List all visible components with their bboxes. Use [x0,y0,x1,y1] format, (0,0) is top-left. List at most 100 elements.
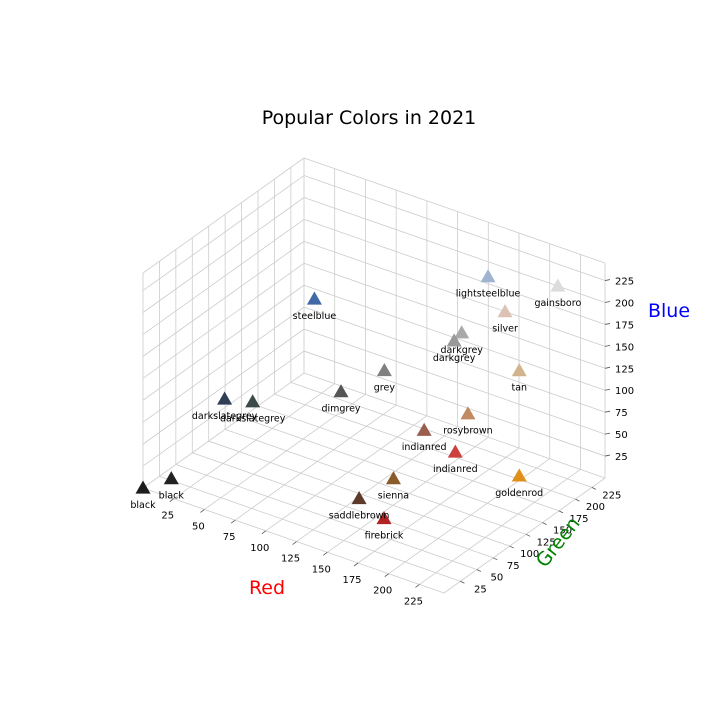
point-label-darkgrey: darkgrey [433,353,476,364]
tick-mark [415,584,420,588]
tick-mark [542,522,547,525]
data-point-darkslategrey [245,394,261,408]
data-point-dimgrey [333,384,349,398]
data-point-silver [497,304,513,318]
point-label-goldenrod: goldenrod [495,488,543,499]
y-tick-label: 75 [507,561,520,572]
y-tick-label: 100 [520,549,539,560]
data-point-black [163,471,179,485]
y-tick-label: 25 [474,584,487,595]
tick-mark [604,344,611,347]
pane-edge [303,157,606,264]
y-gridline [225,428,527,535]
data-point-black [135,480,151,494]
z-gridline [303,175,606,281]
tick-mark [604,323,611,325]
y-gridline [241,417,543,523]
tick-mark [323,551,328,556]
point-label-darkgrey: darkgrey [440,345,483,356]
data-point-steelblue [306,291,322,305]
data-point-gainsboro [550,278,566,292]
z-gridline [142,241,305,357]
x-gridline [173,383,335,500]
z-gridline [303,328,606,435]
data-point-sienna [385,471,401,485]
z-gridline [303,306,606,413]
grid-layer [142,157,606,594]
point-label-grey: grey [374,382,396,393]
z-gridline [303,350,606,457]
pane-edge [142,157,305,274]
data-point-grey [376,362,392,377]
x-gridline [296,426,458,542]
z-tick-label: 25 [615,452,628,463]
x-tick-label: 200 [373,586,392,597]
data-point-firebrick [376,510,392,525]
tick-mark [604,301,611,303]
tick-mark [353,562,359,567]
z-gridline [142,197,305,313]
tick-mark [230,519,236,524]
x-tick-label: 225 [404,596,423,607]
data-point-tan [511,363,527,377]
z-axis-label: Blue [648,300,690,322]
tick-labels: 2550751001251501752002252550751001251501… [161,277,634,608]
pane-edge [303,372,606,479]
tick-mark [169,498,174,503]
point-label-silver: silver [492,324,518,335]
tick-mark [604,432,611,435]
tick-mark [604,388,611,391]
z-tick-label: 100 [615,386,634,397]
x-tick-label: 100 [250,543,269,554]
z-tick-label: 200 [615,298,634,309]
tick-mark [493,557,498,561]
x-tick-label: 25 [161,511,174,522]
data-point-indianred [447,444,463,458]
point-label-dimgrey: dimgrey [321,404,360,415]
y-gridline [290,382,592,488]
point-label-rosybrown: rosybrown [443,426,492,437]
point-label-black: black [130,500,156,511]
data-point-darkslategrey [217,391,233,405]
x-gridline [419,469,581,585]
x-tick-label: 50 [192,521,205,532]
data-point-darkgrey [446,333,462,347]
y-gridline [274,393,576,500]
tick-mark [476,569,482,572]
tick-mark [525,533,531,537]
point-label-sienna: sienna [378,491,409,502]
y-tick-label: 50 [490,573,503,584]
z-tick-label: 125 [615,364,634,375]
point-label-darkslategrey: darkslategrey [220,414,286,425]
z-gridline [142,350,305,467]
tick-mark [292,541,297,545]
data-point-lightsteelblue [480,269,496,283]
x-gridline [234,404,397,521]
data-point-saddlebrown [351,491,367,505]
x-axis-label: Red [249,577,285,599]
tick-mark [509,545,514,549]
tick-mark [575,498,580,502]
z-gridline [142,284,305,401]
x-gridline [265,415,428,532]
tick-mark [604,366,611,369]
z-gridline [303,262,606,369]
tick-mark [460,580,465,584]
point-label-black: black [159,491,185,502]
y-tick-label: 175 [569,514,588,525]
data-point-indianred [416,422,432,436]
tick-mark [604,410,611,413]
tick-mark [604,279,611,281]
point-label-tan: tan [511,383,527,394]
z-tick-label: 50 [615,430,628,441]
tick-mark [200,509,205,513]
x-gridline [204,394,366,510]
point-label-indianred: indianred [402,442,447,453]
y-tick-label: 225 [602,490,621,501]
z-gridline [142,219,305,335]
data-point-rosybrown [460,406,476,420]
y-gridline [192,452,494,559]
x-tick-label: 75 [223,532,236,543]
